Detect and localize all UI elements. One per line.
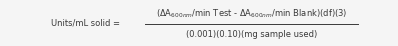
Text: Units/mL solid =: Units/mL solid = bbox=[51, 19, 120, 28]
Text: (0.001)(0.10)(mg sample used): (0.001)(0.10)(mg sample used) bbox=[186, 30, 317, 39]
Text: ($\Delta$A$_{600nm}$/min Test - $\Delta$A$_{600nm}$/min Blank)(df)(3): ($\Delta$A$_{600nm}$/min Test - $\Delta$… bbox=[156, 8, 347, 20]
